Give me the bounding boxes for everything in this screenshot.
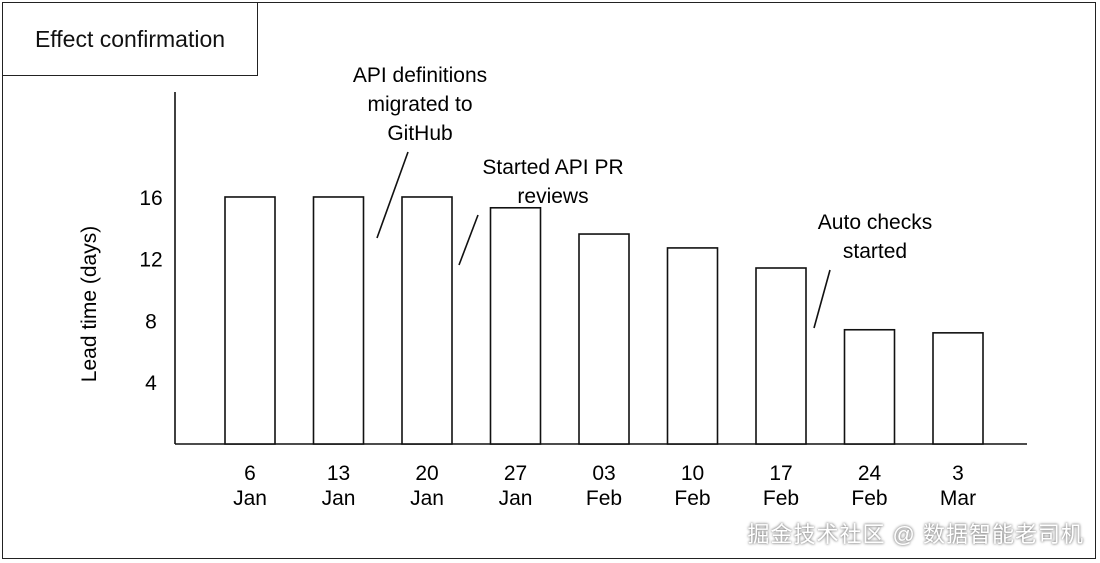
bar <box>843 328 896 445</box>
bar <box>666 247 719 445</box>
chart-title: Effect confirmation <box>2 2 258 76</box>
x-tick-label: 10 Feb <box>674 462 710 510</box>
annotation-text: Auto checks started <box>818 211 932 263</box>
x-tick-label: 13 Jan <box>322 462 356 510</box>
bar <box>755 267 807 445</box>
x-tick-label: 6 Jan <box>233 462 267 510</box>
x-tick-label: 27 Jan <box>499 462 533 510</box>
bar <box>224 196 276 445</box>
y-tick-label: 16 <box>139 187 162 210</box>
y-tick-label: 4 <box>145 372 157 395</box>
y-tick-label: 8 <box>145 310 157 333</box>
watermark: 掘金技术社区 @ 数据智能老司机 <box>747 522 1084 547</box>
x-tick-label: 24 Feb <box>851 462 887 510</box>
x-tick-label: 03 Feb <box>586 462 622 510</box>
x-tick-label: 20 Jan <box>410 462 444 510</box>
annotation-text: API definitions migrated to GitHub <box>353 64 487 145</box>
annotation-text: Started API PR reviews <box>482 156 623 208</box>
x-tick-label: 3 Mar <box>940 462 976 510</box>
annotation-pointer <box>376 151 409 239</box>
x-tick-label: 17 Feb <box>763 462 799 510</box>
y-tick-label: 12 <box>139 249 162 272</box>
bar <box>932 332 984 445</box>
bar <box>578 233 630 445</box>
bar <box>489 206 542 445</box>
bar <box>401 196 453 445</box>
y-axis-label: Lead time (days) <box>78 226 101 382</box>
annotation-pointer <box>813 269 831 329</box>
annotation-pointer <box>458 214 479 266</box>
bar <box>312 196 365 445</box>
